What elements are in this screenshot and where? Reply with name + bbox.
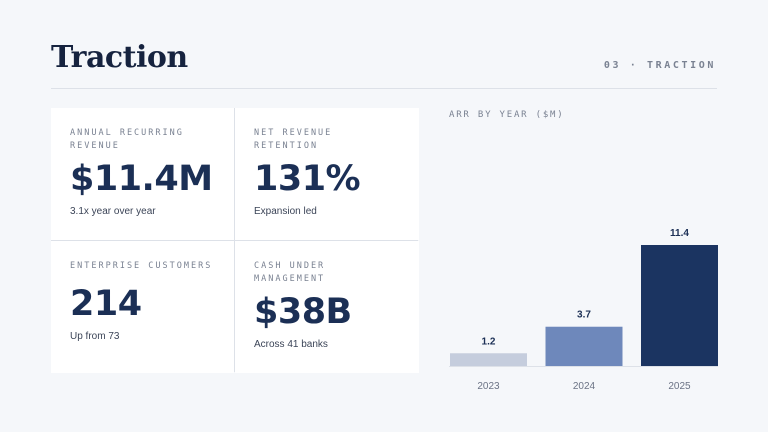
slide-title: Traction: [51, 40, 188, 75]
x-tick-label: 2023: [477, 381, 500, 392]
header-divider: [51, 88, 717, 89]
metric-subtext: Across 41 banks: [254, 339, 328, 350]
metric-subtext: Up from 73: [70, 331, 120, 342]
metric-card-nrr: NET REVENUE RETENTION 131% Expansion led: [235, 108, 419, 240]
metric-value: 214: [70, 284, 142, 324]
x-tick-label: 2025: [668, 381, 691, 392]
chart-title: ARR BY YEAR ($M): [449, 110, 565, 120]
section-label: 03 · TRACTION: [603, 60, 716, 71]
metric-label: ANNUAL RECURRING REVENUE: [70, 128, 184, 151]
bar-2025: [641, 245, 718, 366]
metric-label: ENTERPRISE CUSTOMERS: [70, 261, 213, 271]
metric-value: 131%: [254, 159, 361, 199]
bar-2024: [545, 326, 623, 366]
metric-subtext: Expansion led: [254, 206, 317, 217]
metric-card-customers: ENTERPRISE CUSTOMERS 214 Up from 73: [51, 241, 234, 373]
metric-value: $38B: [254, 292, 352, 332]
metric-label: CASH UNDER MANAGEMENT: [254, 261, 326, 284]
bar-value-label: 11.4: [670, 228, 689, 239]
bar-value-label: 1.2: [482, 336, 496, 347]
x-tick-label: 2024: [573, 381, 596, 392]
metric-subtext: 3.1x year over year: [70, 206, 156, 217]
metrics-grid: ANNUAL RECURRING REVENUE $11.4M 3.1x yea…: [51, 108, 419, 373]
metric-card-arr: ANNUAL RECURRING REVENUE $11.4M 3.1x yea…: [51, 108, 234, 240]
metric-card-cash: CASH UNDER MANAGEMENT $38B Across 41 ban…: [235, 241, 419, 373]
metric-value: $11.4M: [70, 159, 213, 199]
arr-bar-chart: 1.2 2023 3.7 2024 11.4 2025: [449, 228, 718, 392]
bar-value-label: 3.7: [577, 310, 591, 321]
bar-2023: [450, 353, 527, 366]
metric-label: NET REVENUE RETENTION: [254, 128, 333, 151]
